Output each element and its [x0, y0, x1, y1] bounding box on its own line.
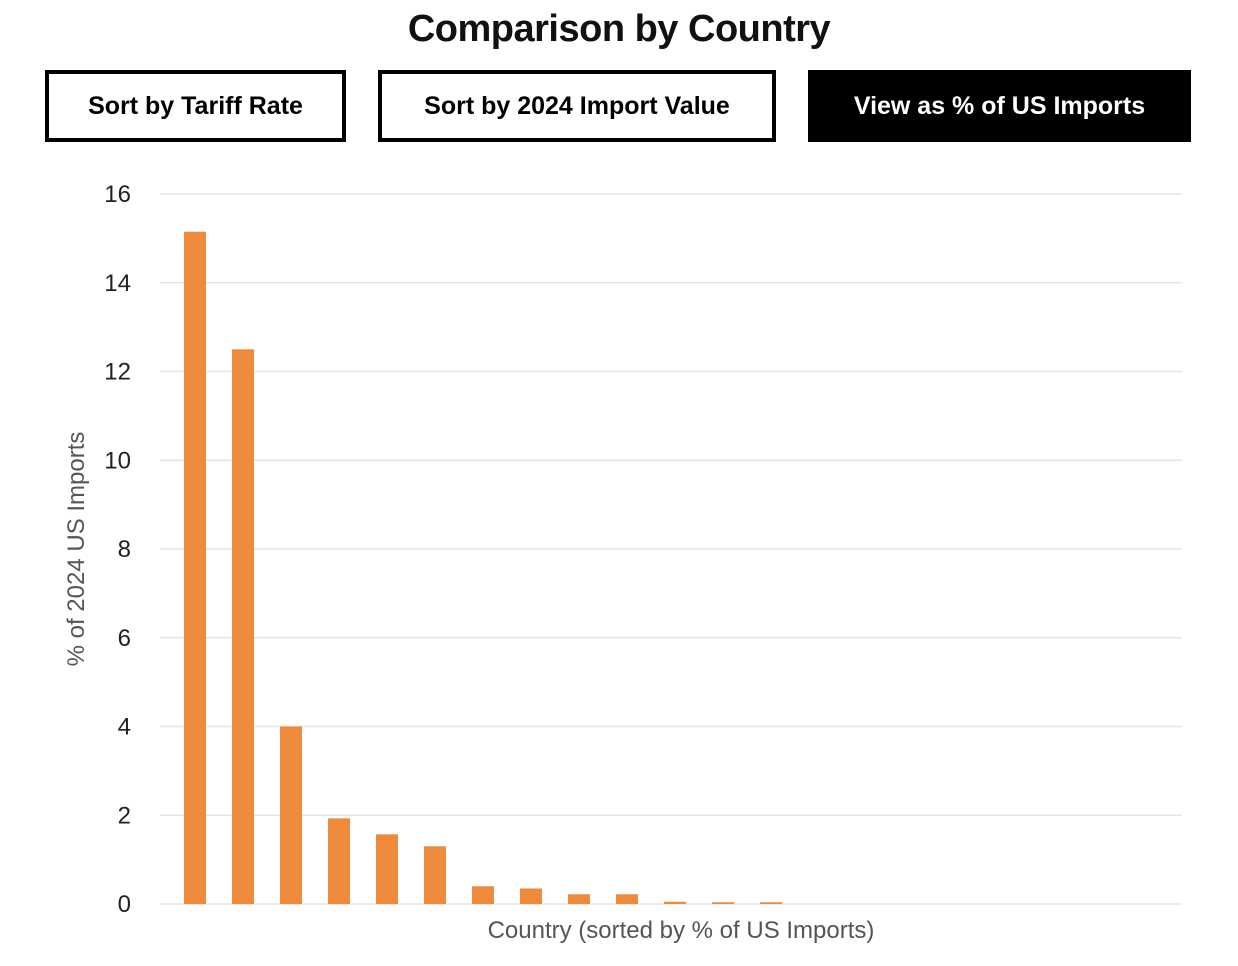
- sort-by-tariff-rate-button[interactable]: Sort by Tariff Rate: [45, 70, 346, 142]
- bar: [472, 886, 494, 904]
- y-tick-label: 2: [118, 802, 131, 829]
- bar: [424, 846, 446, 904]
- bar: [712, 902, 734, 904]
- bar: [280, 726, 302, 904]
- y-tick-label: 8: [118, 536, 131, 563]
- y-tick-label: 12: [104, 359, 131, 386]
- x-axis-label: Country (sorted by % of US Imports): [488, 917, 875, 944]
- bar: [664, 901, 686, 904]
- y-tick-label: 16: [104, 181, 131, 208]
- bar: [184, 231, 206, 904]
- bar: [760, 902, 782, 904]
- page-title: Comparison by Country: [407, 8, 831, 50]
- y-tick-label: 4: [118, 714, 131, 741]
- y-tick-label: 14: [104, 270, 131, 297]
- bar: [232, 349, 254, 904]
- bar: [328, 818, 350, 904]
- y-axis-label: % of 2024 US Imports: [63, 432, 90, 667]
- bar: [568, 894, 590, 904]
- bar: [376, 834, 398, 904]
- y-tick-label: 6: [118, 625, 131, 652]
- bars: [184, 231, 782, 904]
- y-tick-label: 10: [104, 447, 131, 474]
- sort-by-import-value-button[interactable]: Sort by 2024 Import Value: [378, 70, 776, 142]
- gridlines: [160, 193, 1182, 905]
- bar: [616, 894, 638, 904]
- y-tick-labels: 0 2 4 6 8 10 12 14 16: [104, 181, 131, 918]
- y-tick-label: 0: [118, 891, 131, 918]
- bar: [520, 888, 542, 904]
- view-as-percent-button[interactable]: View as % of US Imports: [808, 70, 1191, 142]
- sort-toolbar: Sort by Tariff Rate Sort by 2024 Import …: [0, 70, 1238, 142]
